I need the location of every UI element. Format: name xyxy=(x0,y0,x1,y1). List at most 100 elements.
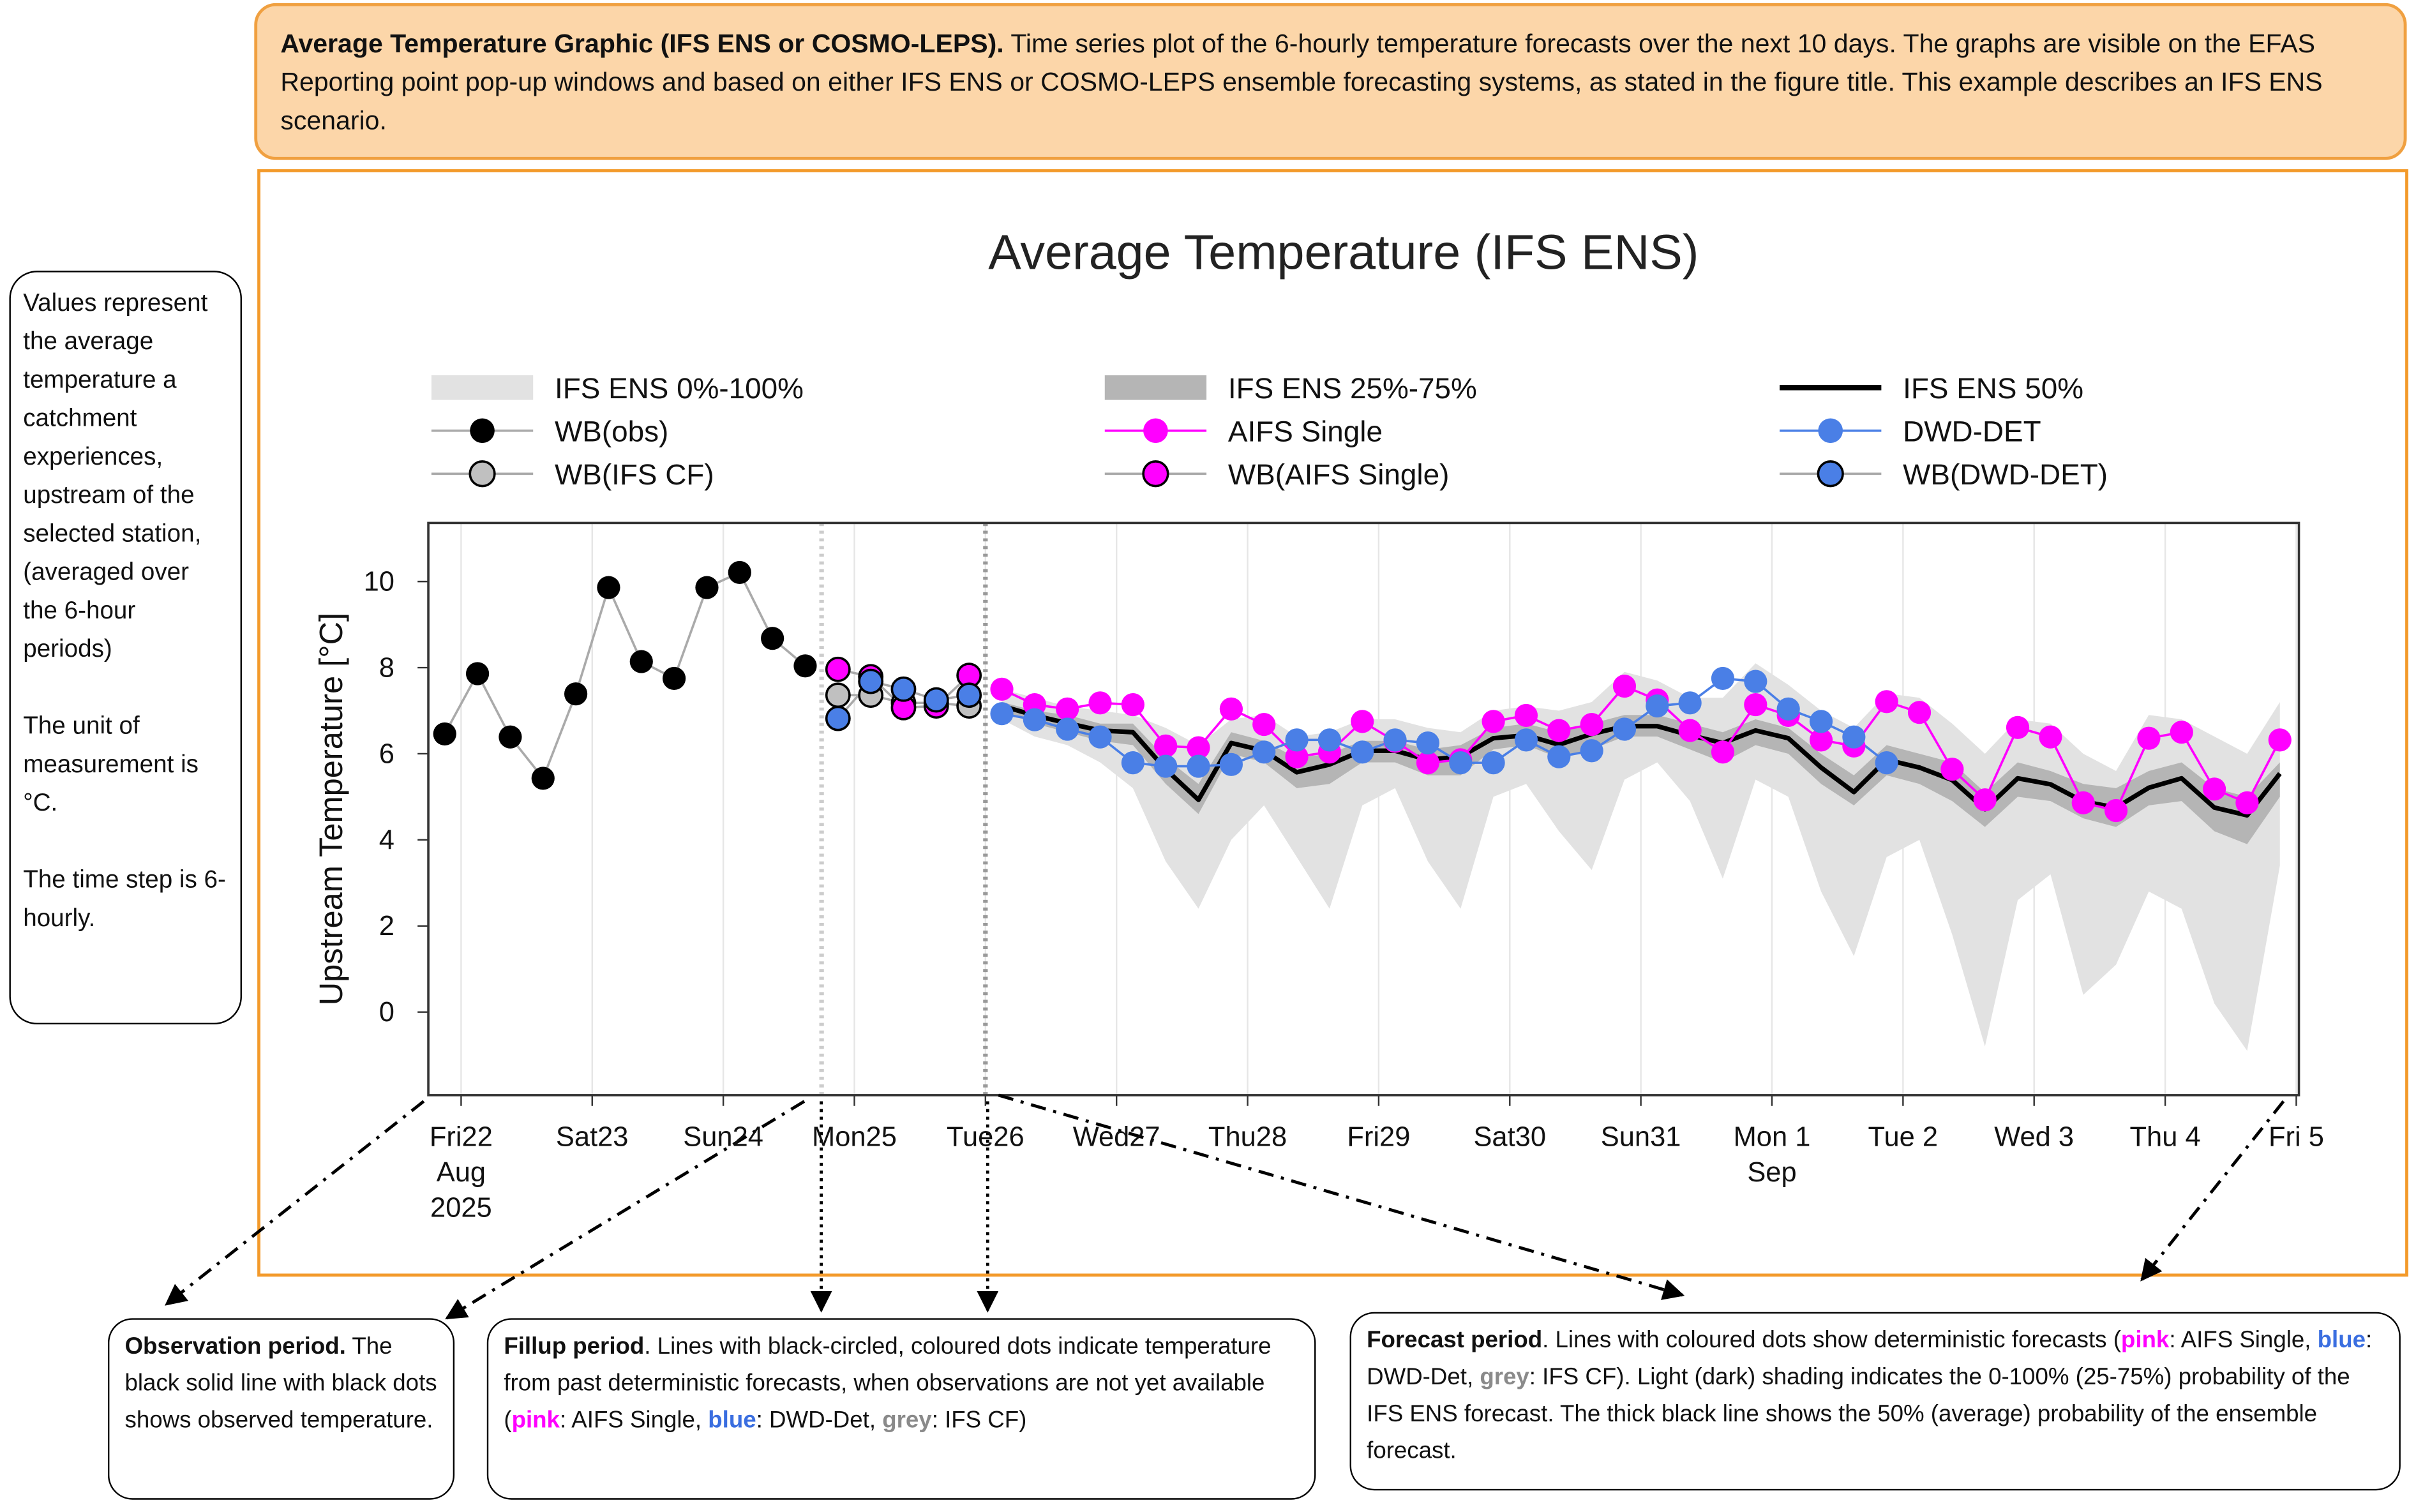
data-point xyxy=(1547,745,1571,768)
data-point xyxy=(1154,754,1178,778)
data-point xyxy=(2170,721,2193,744)
data-point xyxy=(1482,710,1505,733)
data-point xyxy=(1449,751,1473,775)
data-point xyxy=(825,705,851,731)
y-tick-label: 0 xyxy=(379,997,394,1028)
text-segment: : DWD-Det, xyxy=(1367,1327,2373,1391)
data-point xyxy=(2071,791,2095,814)
data-point xyxy=(695,576,719,599)
data-point xyxy=(1252,740,1276,764)
data-point xyxy=(1514,728,1538,752)
data-point xyxy=(956,682,982,708)
data-point xyxy=(1973,788,1997,812)
x-tick-label: Fri22 Aug 2025 xyxy=(429,1121,493,1223)
data-point xyxy=(465,662,490,685)
x-tick-label: Tue26 xyxy=(947,1121,1024,1153)
data-point xyxy=(1940,758,1964,781)
side-note: Values represent the average temperature… xyxy=(9,271,242,1025)
legend-marker xyxy=(1818,418,1843,444)
legend-label: IFS ENS 25%-75% xyxy=(1228,372,1477,405)
data-point xyxy=(629,650,653,673)
text-segment: blue xyxy=(2317,1327,2366,1354)
data-point xyxy=(1187,754,1210,778)
data-point xyxy=(1121,692,1144,717)
data-point xyxy=(1875,690,1898,714)
data-point xyxy=(564,682,588,706)
data-point xyxy=(1482,751,1505,775)
data-point xyxy=(825,656,851,682)
text-segment: . Lines with coloured dots show determin… xyxy=(1542,1327,2121,1354)
legend-label: DWD-DET xyxy=(1903,415,2041,448)
data-point xyxy=(1383,728,1407,752)
data-point xyxy=(761,627,784,650)
annotation-box: Observation period. The black solid line… xyxy=(107,1318,455,1500)
data-point xyxy=(1023,708,1046,731)
data-point xyxy=(793,654,817,678)
x-tick-label: Sun31 xyxy=(1600,1121,1681,1153)
series-line xyxy=(1001,685,2281,812)
x-tick-label: Tue 2 xyxy=(1868,1121,1939,1153)
data-point xyxy=(1285,728,1309,752)
data-point xyxy=(825,682,851,708)
x-tick-label: Sun24 xyxy=(683,1121,763,1153)
data-point xyxy=(1187,736,1210,760)
text-segment: : IFS CF). Light (dark) shading indicate… xyxy=(1367,1364,2350,1465)
text-segment: : AIFS Single, xyxy=(559,1407,709,1434)
data-point xyxy=(1285,745,1309,768)
legend-marker xyxy=(1817,460,1844,488)
legend-marker xyxy=(1142,460,1169,488)
legend-label: WB(AIFS Single) xyxy=(1228,458,1450,491)
data-point xyxy=(1317,728,1342,752)
x-tick-label: Wed27 xyxy=(1072,1121,1160,1153)
legend-marker xyxy=(1143,418,1168,444)
x-tick-label: Sat23 xyxy=(555,1121,629,1153)
y-axis-label: Upstream Temperature [°C] xyxy=(313,613,349,1005)
text-segment: Fillup period xyxy=(504,1333,645,1360)
data-point xyxy=(1809,710,1833,733)
header-box: Average Temperature Graphic (IFS ENS or … xyxy=(254,3,2407,160)
text-segment: : DWD-Det, xyxy=(756,1407,883,1434)
chart-title: Average Temperature (IFS ENS) xyxy=(988,225,1699,280)
data-point xyxy=(433,722,456,746)
data-point xyxy=(1809,728,1833,752)
series-line xyxy=(1002,677,1887,768)
data-point xyxy=(663,666,686,690)
data-point xyxy=(2006,715,2030,739)
annotation-box: Fillup period. Lines with black-circled,… xyxy=(486,1318,1316,1500)
x-tick-label: Thu28 xyxy=(1208,1121,1287,1153)
data-point xyxy=(1678,719,1702,742)
legend-label: WB(obs) xyxy=(555,415,668,448)
legend-label: WB(DWD-DET) xyxy=(1903,458,2108,491)
y-tick-label: 2 xyxy=(379,911,394,941)
data-point xyxy=(1121,751,1144,775)
data-point xyxy=(1842,725,1866,749)
text-segment: Time series plot of the 6-hourly tempera… xyxy=(280,29,2323,136)
x-tick-label: Mon25 xyxy=(812,1121,897,1153)
data-point xyxy=(1154,734,1178,758)
data-point xyxy=(990,702,1014,726)
data-point xyxy=(1875,751,1898,775)
data-point xyxy=(890,676,917,702)
data-point xyxy=(1514,703,1538,727)
y-tick-label: 6 xyxy=(379,738,394,769)
callout-arrows xyxy=(165,1093,2285,1320)
data-point xyxy=(1744,692,1767,717)
legend-label: IFS ENS 50% xyxy=(1903,372,2083,405)
data-point xyxy=(923,687,949,713)
arrow xyxy=(445,1100,806,1320)
series-line xyxy=(1001,703,2282,818)
y-tick-label: 8 xyxy=(379,653,394,684)
text-segment: pink xyxy=(511,1407,560,1434)
text-segment: Observation period. xyxy=(124,1333,346,1360)
band xyxy=(1002,702,2280,844)
data-point xyxy=(1056,717,1079,741)
data-point xyxy=(2202,777,2226,801)
legend-swatch xyxy=(431,375,534,400)
data-point xyxy=(2235,791,2259,814)
series-line xyxy=(444,571,806,780)
data-point xyxy=(1580,739,1603,763)
data-point xyxy=(1744,670,1767,693)
legend-label: WB(IFS CF) xyxy=(555,458,714,491)
data-point xyxy=(1056,697,1079,721)
